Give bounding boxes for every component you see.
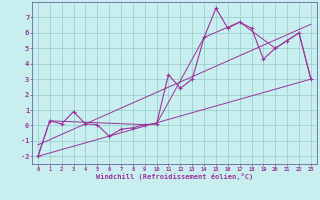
- X-axis label: Windchill (Refroidissement éolien,°C): Windchill (Refroidissement éolien,°C): [96, 173, 253, 180]
